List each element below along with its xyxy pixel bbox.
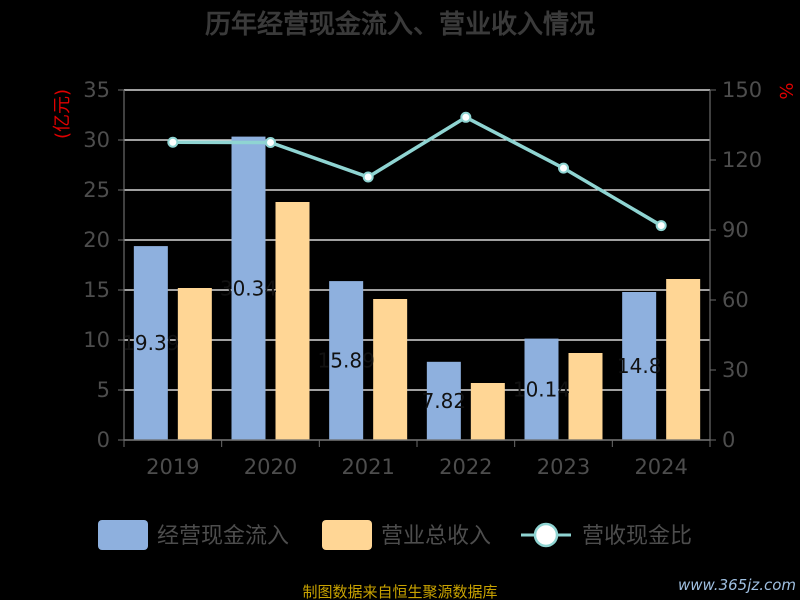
bar-2020-revenue [275, 202, 310, 440]
bar-data-label: 15.89 [318, 349, 375, 373]
left-tick-label: 20 [83, 228, 110, 252]
bar-data-label: 19.39 [122, 331, 179, 355]
bar-2019-revenue [177, 288, 212, 440]
legend-swatch-revenue [322, 520, 372, 550]
left-tick-label: 10 [83, 328, 110, 352]
right-tick-label: 150 [722, 78, 762, 102]
footer-source: 制图数据来自恒生聚源数据库 [302, 583, 497, 600]
right-tick-label: 60 [722, 288, 749, 312]
bar-2023-revenue [568, 353, 603, 440]
bar-2022-cash-inflow [426, 361, 461, 440]
bar-2022-revenue [470, 383, 505, 440]
x-tick-label: 2023 [537, 455, 590, 479]
bar-2023-cash-inflow [524, 338, 559, 440]
bar-data-label: 7.82 [422, 389, 467, 413]
right-axis-unit: % [775, 82, 796, 99]
left-axis-ticks: 0 5 10 15 20 25 30 35 [83, 78, 110, 452]
ratio-line-path [172, 115, 663, 228]
ratio-point [460, 111, 472, 123]
gridlines [118, 89, 716, 441]
ratio-point [362, 171, 374, 183]
bar-data-label: 14.8 [617, 354, 662, 378]
bar-2024-cash-inflow [622, 292, 657, 440]
left-tick-label: 5 [97, 378, 110, 402]
x-tick-label: 2021 [341, 455, 394, 479]
right-tick-label: 90 [722, 218, 749, 242]
bar-2021-cash-inflow [329, 281, 364, 440]
right-tick-label: 0 [722, 428, 735, 452]
right-tick-label: 120 [722, 148, 762, 172]
legend: 经营现金流入 营业总收入 营收现金比 [98, 520, 692, 550]
right-tick-label: 30 [722, 358, 749, 382]
legend-label-ratio: 营收现金比 [582, 524, 692, 549]
chart-title: 历年经营现金流入、营业收入情况 [205, 9, 595, 40]
left-tick-label: 35 [83, 78, 110, 102]
bar-labels: 19.39 30.34 15.89 7.82 10.14 14.8 [122, 276, 661, 413]
bar-2021-revenue [373, 299, 408, 440]
left-tick-label: 0 [97, 428, 110, 452]
x-tick-label: 2022 [439, 455, 492, 479]
right-axis-ticks: 0 30 60 90 120 150 [722, 78, 762, 452]
x-tick-label: 2020 [244, 455, 297, 479]
ratio-point [265, 137, 276, 148]
left-tick-label: 30 [83, 128, 110, 152]
bar-2024-revenue [666, 279, 701, 440]
legend-swatch-cash-inflow [98, 520, 148, 550]
left-tick-label: 15 [83, 278, 110, 302]
watermark: www.365jz.com [678, 576, 796, 594]
ratio-point [167, 136, 179, 148]
legend-label-revenue: 营业总收入 [381, 524, 491, 549]
legend-label-cash-inflow: 经营现金流入 [157, 524, 289, 549]
x-axis: 2019 2020 2021 2022 2023 2024 [123, 439, 711, 479]
bar-2020-cash-inflow [231, 136, 266, 440]
ratio-point [655, 220, 667, 232]
bar-data-label: 30.34 [220, 276, 277, 300]
ratio-line [167, 111, 667, 232]
left-axis-unit: (亿元) [52, 89, 73, 139]
x-tick-label: 2019 [146, 455, 199, 479]
legend-marker-ratio [533, 522, 559, 548]
bars [133, 136, 701, 440]
bar-data-label: 10.14 [513, 377, 570, 401]
left-tick-label: 25 [83, 178, 110, 202]
x-tick-label: 2024 [634, 455, 687, 479]
bar-2019-cash-inflow [133, 246, 168, 440]
ratio-point [558, 162, 569, 174]
